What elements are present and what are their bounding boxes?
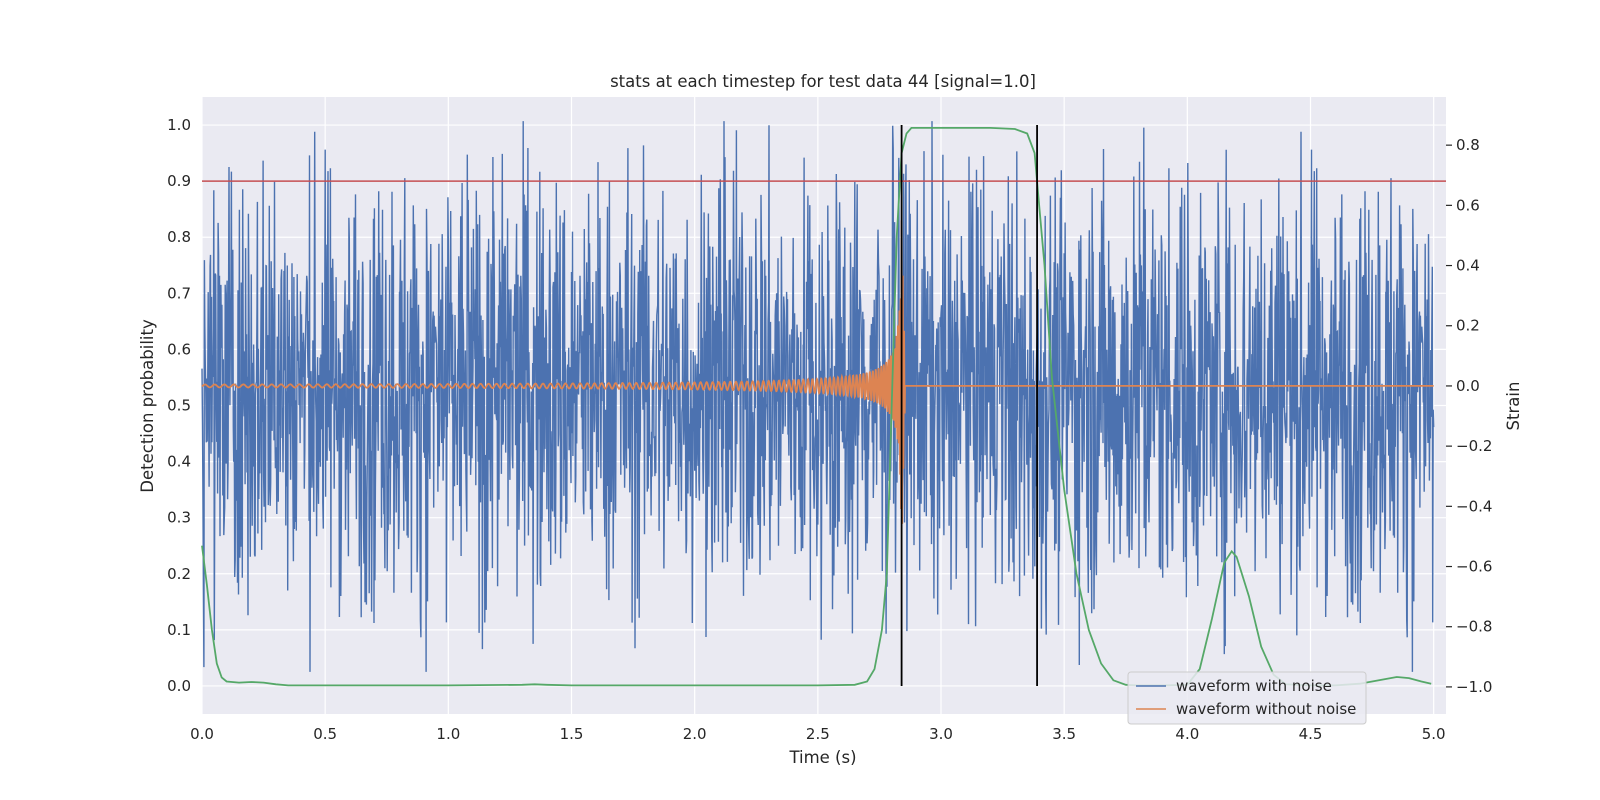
x-axis-label: Time (s) — [788, 748, 856, 767]
x-tick-label-4: 2.0 — [683, 725, 707, 743]
y2-axis-label: Strain — [1504, 382, 1523, 431]
y2-tick-label-6: 0.2 — [1456, 317, 1480, 335]
chart-title: stats at each timestep for test data 44 … — [610, 72, 1036, 91]
y-tick-label-1: 0.1 — [167, 621, 191, 639]
x-tick-label-2: 1.0 — [436, 725, 460, 743]
y-tick-label-10: 1.0 — [167, 116, 191, 134]
x-tick-label-8: 4.0 — [1175, 725, 1199, 743]
chirp-series-layer — [201, 220, 1434, 524]
x-tick-label-5: 2.5 — [806, 725, 830, 743]
y2-tick-label-8: 0.6 — [1456, 196, 1480, 214]
y-tick-label-6: 0.6 — [167, 340, 191, 358]
x-tick-label-0: 0.0 — [190, 725, 214, 743]
y2-tick-label-5: 0.0 — [1456, 377, 1480, 395]
series-detection-probability — [201, 127, 1432, 687]
y2-tick-label-3: −0.4 — [1456, 497, 1492, 515]
x-tick-label-6: 3.0 — [929, 725, 953, 743]
y-tick-label-2: 0.2 — [167, 565, 191, 583]
x-tick-label-1: 0.5 — [313, 725, 337, 743]
annotation-layer — [202, 125, 1446, 686]
legend-box — [1127, 671, 1367, 725]
y2-tick-label-1: −0.8 — [1456, 618, 1492, 636]
noise-series-layer — [201, 121, 1435, 672]
x-tick-label-9: 4.5 — [1299, 725, 1323, 743]
series-waveform-with-noise — [201, 121, 1435, 672]
y-tick-label-7: 0.7 — [167, 284, 191, 302]
y-tick-label-9: 0.9 — [167, 172, 191, 190]
y2-tick-label-9: 0.8 — [1456, 136, 1480, 154]
y-tick-label-5: 0.5 — [167, 397, 191, 415]
y2-tick-label-7: 0.4 — [1456, 257, 1480, 275]
x-tick-label-7: 3.5 — [1052, 725, 1076, 743]
y-axis-label: Detection probability — [138, 319, 157, 493]
tick-layer: 0.0 0.5 1.0 1.5 2.0 2.5 3.0 3.5 4.0 4.5 5.0 0.0 0.1 0… — [167, 116, 1492, 743]
x-tick-label-3: 1.5 — [560, 725, 584, 743]
y-tick-label-0: 0.0 — [167, 677, 191, 695]
y2-tick-label-2: −0.6 — [1456, 558, 1492, 576]
legend-label-no-noise: waveform without noise — [1176, 700, 1356, 718]
y2-tick-label-4: −0.2 — [1456, 437, 1492, 455]
probability-series-layer — [201, 127, 1432, 687]
y-tick-label-3: 0.3 — [167, 509, 191, 527]
legend-label-noise: waveform with noise — [1176, 677, 1332, 695]
x-tick-label-10: 5.0 — [1422, 725, 1446, 743]
legend: waveform with noise waveform without noi… — [1127, 671, 1367, 725]
series-waveform-without-noise — [201, 220, 1434, 524]
y-tick-label-8: 0.8 — [167, 228, 191, 246]
y-tick-label-4: 0.4 — [167, 453, 191, 471]
y2-tick-label-0: −1.0 — [1456, 678, 1492, 696]
